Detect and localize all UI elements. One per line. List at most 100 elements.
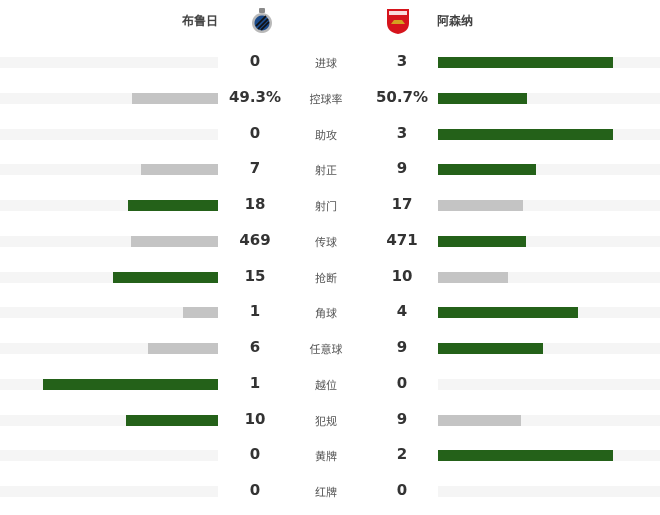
away-bar-track [438, 271, 660, 283]
club-brugge-logo-icon [252, 8, 272, 33]
home-bar-track [0, 235, 218, 247]
arsenal-logo-icon [387, 9, 409, 34]
away-bar-fill [438, 200, 523, 211]
stat-row: 18 射门 17 [0, 190, 660, 220]
away-bar-fill [438, 128, 613, 140]
stat-label: 越位 [315, 378, 337, 392]
away-bar-fill [438, 414, 521, 426]
away-bar-track [438, 57, 660, 68]
away-bar-track [438, 235, 660, 247]
stat-row: 1 角球 4 [0, 297, 660, 327]
away-bar-track [438, 200, 660, 211]
home-bar-track [0, 57, 218, 68]
home-stat-value: 469 [239, 230, 271, 249]
away-bar-fill [438, 271, 508, 283]
home-bar-track [0, 164, 218, 176]
home-stat-value: 1 [249, 302, 261, 321]
away-stat-value: 10 [391, 266, 413, 285]
home-bar-track [0, 343, 218, 354]
home-bar-fill [148, 343, 218, 354]
home-bar-fill [128, 200, 218, 211]
stat-label: 角球 [315, 307, 337, 321]
home-bar-track [0, 200, 218, 211]
home-bar-fill [113, 271, 218, 283]
away-stat-value: 3 [396, 52, 408, 70]
stat-row: 15 抢断 10 [0, 262, 660, 292]
home-team-name: 布鲁日 [181, 14, 218, 28]
stat-row: 469 传球 471 [0, 226, 660, 256]
stat-label: 任意球 [309, 343, 343, 356]
stat-label: 红牌 [315, 486, 337, 499]
away-bar-track [438, 164, 660, 176]
home-bar-track [0, 271, 218, 283]
home-stat-value: 0 [249, 481, 261, 499]
stat-label: 射门 [315, 200, 337, 213]
stat-label: 黄牌 [315, 450, 337, 464]
home-stat-value: 0 [249, 445, 261, 464]
home-stat-value: 15 [244, 266, 266, 285]
away-bar-fill [438, 307, 578, 319]
away-stat-value: 9 [396, 338, 408, 356]
home-bar-fill [183, 307, 218, 319]
home-stat-value: 7 [249, 159, 261, 178]
home-stat-value: 6 [249, 338, 261, 356]
away-stat-value: 3 [396, 123, 408, 142]
stat-row: 0 助攻 3 [0, 119, 660, 149]
home-bar-track [0, 414, 218, 426]
home-bar-track [0, 450, 218, 462]
stat-label: 进球 [315, 57, 337, 70]
away-team-name: 阿森纳 [437, 14, 474, 28]
away-bar-fill [438, 164, 537, 176]
away-stat-value: 0 [396, 373, 408, 392]
away-bar-track [438, 307, 660, 319]
home-stat-value: 49.3% [228, 87, 282, 106]
away-bar-track [438, 92, 660, 104]
away-stat-value: 0 [396, 481, 408, 499]
away-stat-value: 471 [386, 230, 418, 249]
away-stat-value: 50.7% [375, 87, 429, 106]
stat-label: 射正 [315, 164, 337, 178]
away-bar-fill [438, 343, 543, 354]
home-bar-fill [131, 92, 218, 104]
away-bar-fill [438, 57, 613, 68]
away-stat-value: 17 [391, 195, 413, 213]
stat-row: 0 进球 3 [0, 47, 660, 77]
home-bar-track [0, 307, 218, 319]
stat-label: 控球率 [309, 92, 343, 106]
away-stat-value: 9 [396, 409, 408, 428]
home-bar-fill [125, 414, 218, 426]
stat-row: 0 红牌 0 [0, 476, 660, 506]
home-stat-value: 0 [249, 52, 261, 70]
away-stat-value: 4 [396, 302, 408, 321]
away-bar-fill [438, 92, 527, 104]
home-stat-value: 1 [249, 373, 261, 392]
home-bar-fill [130, 235, 218, 247]
away-stat-value: 2 [396, 445, 408, 464]
home-bar-track [0, 128, 218, 140]
away-stat-value: 9 [396, 159, 408, 178]
home-bar-fill [43, 378, 218, 390]
stat-label: 传球 [315, 235, 337, 249]
home-bar-track [0, 378, 218, 390]
stat-row: 0 黄牌 2 [0, 440, 660, 470]
stat-row: 49.3% 控球率 50.7% [0, 83, 660, 113]
home-stat-value: 0 [249, 123, 261, 142]
stat-label: 助攻 [315, 128, 337, 142]
away-bar-track [438, 486, 660, 497]
away-bar-track [438, 414, 660, 426]
stat-row: 10 犯规 9 [0, 405, 660, 435]
home-bar-track [0, 486, 218, 497]
away-bar-fill [438, 450, 613, 462]
stat-label: 犯规 [315, 414, 337, 428]
stat-row: 7 射正 9 [0, 154, 660, 184]
home-stat-value: 18 [244, 195, 266, 213]
home-stat-value: 10 [244, 409, 266, 428]
home-bar-fill [141, 164, 218, 176]
away-bar-track [438, 128, 660, 140]
stat-row: 6 任意球 9 [0, 333, 660, 363]
away-bar-track [438, 378, 660, 390]
away-bar-fill [438, 235, 526, 247]
stat-label: 抢断 [315, 271, 337, 285]
away-bar-track [438, 343, 660, 354]
home-bar-track [0, 92, 218, 104]
